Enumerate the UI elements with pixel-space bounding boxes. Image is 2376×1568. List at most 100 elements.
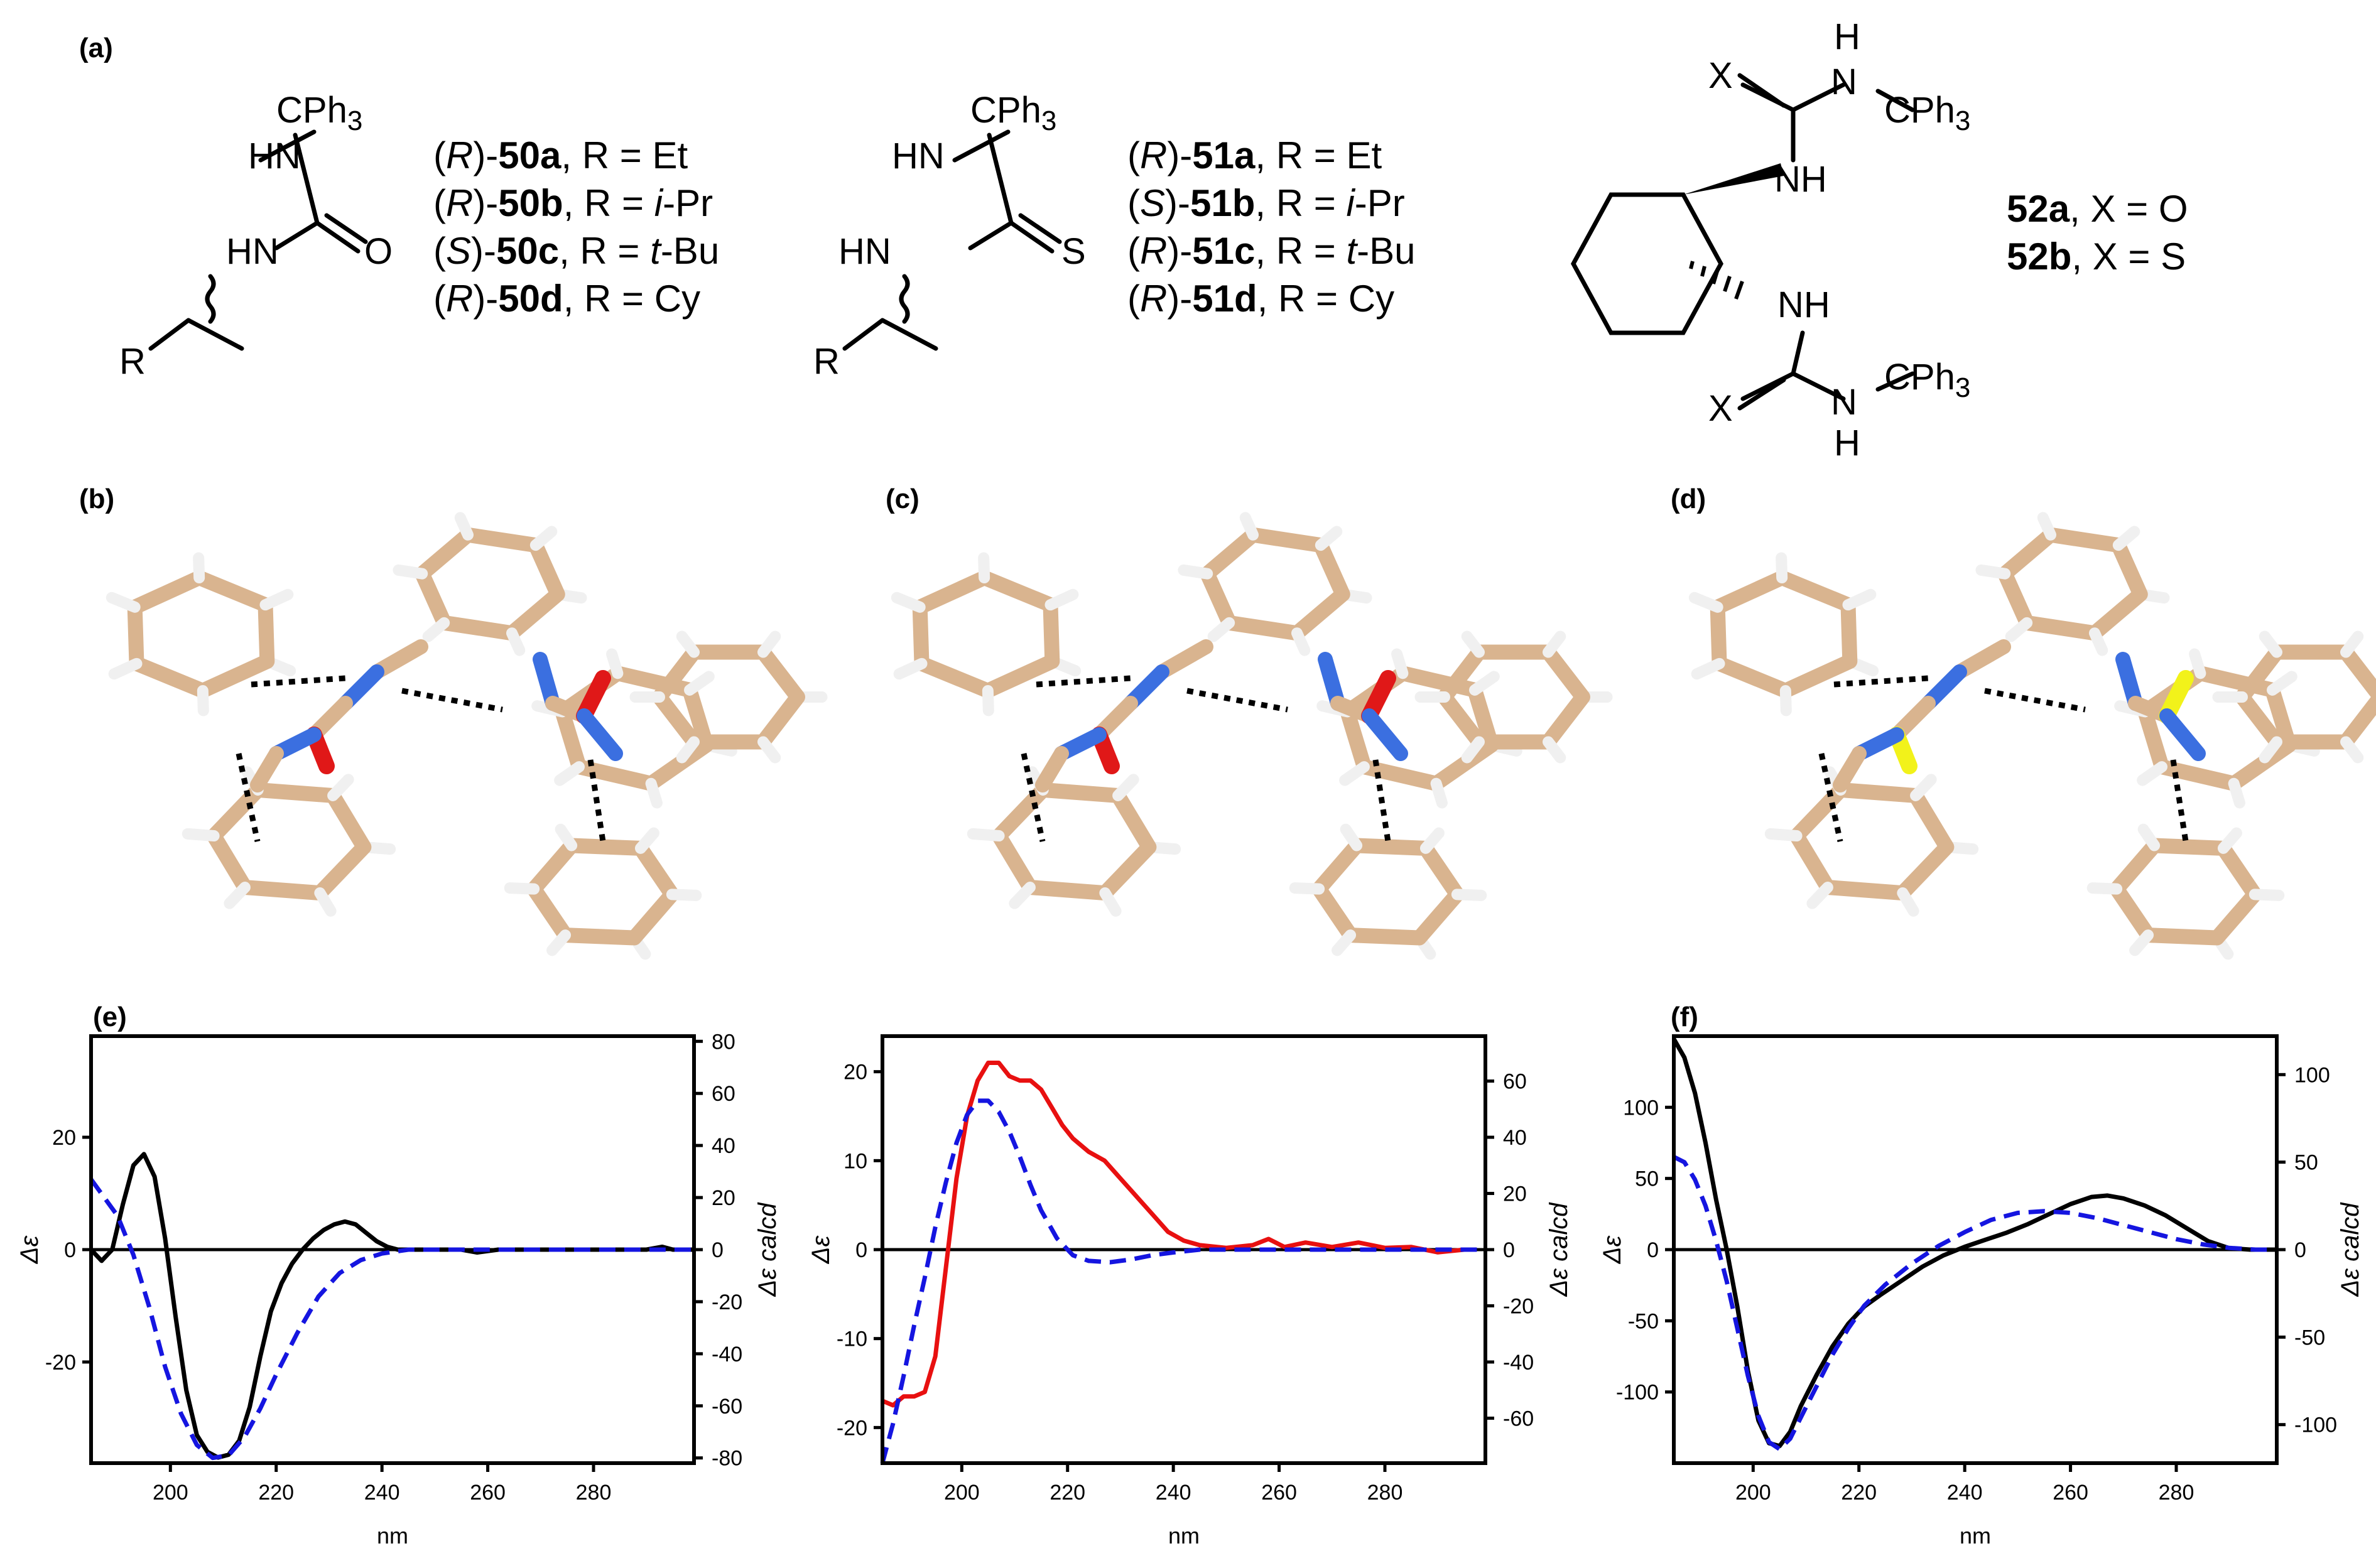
- atom-cph3: CPh3: [970, 90, 1056, 136]
- y-tick-label: 0: [1647, 1238, 1659, 1262]
- bond: [127, 570, 207, 615]
- bond: [1411, 887, 1465, 946]
- bond-h: [684, 671, 715, 696]
- x-tick-label: 200: [153, 1481, 188, 1505]
- bond-h: [2259, 736, 2282, 764]
- bond-h: [1469, 671, 1500, 696]
- atom-hn: HN: [226, 231, 279, 272]
- bond: [991, 828, 1038, 895]
- atom-cph3: CPh3: [276, 90, 362, 136]
- bond-h: [2340, 736, 2364, 764]
- bond: [369, 639, 428, 679]
- atom-x: X: [1708, 55, 1733, 96]
- bond: [1035, 782, 1126, 803]
- bond: [2137, 704, 2169, 775]
- y-tick-label: -100: [1616, 1381, 1659, 1405]
- bond: [127, 599, 144, 671]
- bond: [2193, 666, 2281, 698]
- bond-h: [314, 887, 337, 917]
- bond-h: [1339, 761, 1370, 786]
- y2-tick-label: -20: [712, 1290, 742, 1314]
- bond-h: [1910, 774, 1937, 801]
- bond-h: [606, 648, 624, 679]
- bond: [652, 644, 702, 705]
- bond: [1395, 666, 1483, 698]
- h-bond: [1984, 688, 2086, 713]
- x-tick-label: 240: [1156, 1481, 1191, 1505]
- y2-tick-label: -80: [712, 1447, 742, 1471]
- bond: [1022, 880, 1113, 901]
- bond: [2159, 708, 2206, 761]
- y-tick-label: 0: [64, 1238, 76, 1262]
- bond-h: [1099, 887, 1122, 917]
- x-tick-label: 280: [1367, 1481, 1403, 1505]
- bond-h: [2129, 929, 2154, 956]
- x-tick-label: 280: [2159, 1481, 2194, 1505]
- bond: [980, 654, 1060, 698]
- bond-h: [1419, 827, 1445, 854]
- bond-h: [2228, 777, 2245, 809]
- bond: [1245, 527, 1328, 553]
- y2-tick-label: -60: [712, 1395, 742, 1419]
- bond-h: [393, 564, 428, 580]
- bond-h: [224, 882, 251, 909]
- bond-h: [554, 761, 585, 786]
- molecule-model: [891, 512, 1613, 960]
- bond: [2140, 927, 2225, 946]
- bond: [1154, 639, 1213, 679]
- bond: [643, 737, 714, 791]
- bond-h: [2259, 630, 2282, 658]
- bond-h: [1430, 777, 1448, 809]
- molecule-model: [1688, 512, 2376, 960]
- bond: [2043, 527, 2126, 553]
- y2-axis-label: Δε calcd: [2336, 1202, 2364, 1297]
- panel-label-c: (c): [886, 484, 919, 514]
- y-tick-label: 10: [844, 1149, 867, 1173]
- bond-h: [182, 828, 220, 842]
- h-bond: [1833, 675, 1929, 688]
- x-tick-label: 220: [1050, 1481, 1085, 1505]
- bond: [1840, 597, 1858, 669]
- y-axis-label: Δε: [1598, 1235, 1626, 1264]
- bond: [1952, 639, 2011, 679]
- bond-h: [2037, 512, 2057, 541]
- bond: [1035, 746, 1069, 792]
- bond: [460, 527, 543, 553]
- x-tick-label: 220: [258, 1481, 294, 1505]
- atom-h: H: [1834, 423, 1860, 463]
- atom-x: X: [1708, 388, 1733, 429]
- panel-label-b: (b): [79, 484, 115, 514]
- bond-h: [1451, 889, 1487, 901]
- bond: [1200, 527, 1261, 581]
- atom-nh: NH: [1777, 284, 1830, 325]
- experimental-cd-line: [881, 1061, 1465, 1408]
- bond: [1774, 570, 1856, 613]
- cd-chart: 200 220 240 260 280 -100 -50 0 50 100 -100 -50 0 50 10…: [1598, 1034, 2364, 1549]
- bond: [1311, 838, 1365, 897]
- bond-h: [529, 526, 558, 551]
- bond: [1200, 566, 1237, 630]
- bond: [195, 654, 275, 698]
- bond: [192, 570, 273, 613]
- h-bond: [1036, 675, 1131, 688]
- y2-tick-label: 40: [1503, 1126, 1527, 1150]
- bond-h: [1289, 882, 1325, 895]
- atom-nh: NH: [1774, 159, 1827, 200]
- bond-h: [504, 882, 540, 895]
- compound-list-52: 52a, X = O 52b, X = S: [2007, 185, 2188, 281]
- bond: [1318, 652, 1345, 711]
- y2-tick-label: 40: [712, 1134, 735, 1158]
- bond: [2338, 691, 2376, 750]
- bond-h: [108, 657, 143, 680]
- atom-cph3: CPh3: [1884, 90, 1970, 136]
- x-tick-label: 240: [364, 1481, 400, 1505]
- compound-entry: (R)-50a, R = Et: [433, 134, 688, 176]
- bond: [1820, 880, 1911, 901]
- bond: [1710, 599, 1727, 671]
- chemical-structures: HN CPh3 HN O R HN CPh3 HN S R H N CPh3 X…: [119, 16, 1970, 463]
- y2-tick-label: 0: [2294, 1238, 2306, 1262]
- bond-h: [1332, 929, 1357, 956]
- bond: [325, 787, 372, 855]
- bond-h: [1688, 592, 1723, 613]
- bond-h: [193, 552, 205, 584]
